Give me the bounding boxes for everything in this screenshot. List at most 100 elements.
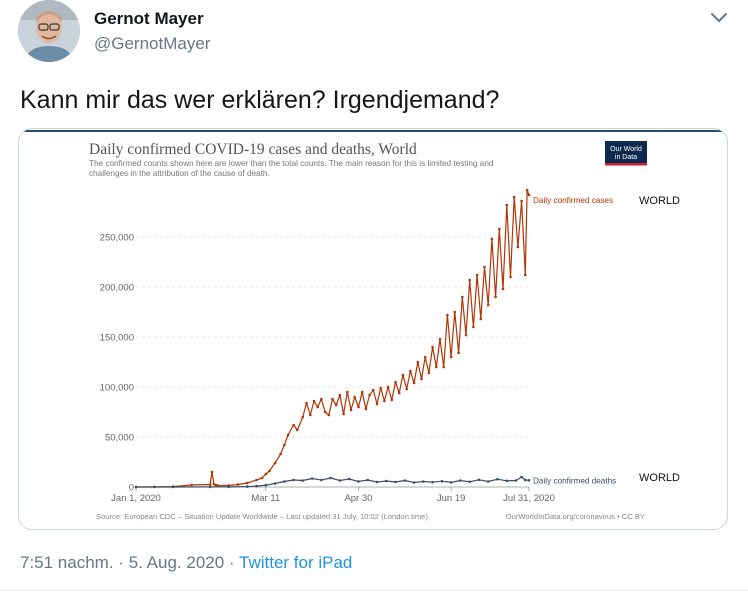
chart-subtitle-line-1: The confirmed counts shown here are lowe… (89, 159, 494, 168)
data-point (527, 479, 531, 482)
author-handle[interactable]: @GernotMayer (94, 34, 211, 53)
world-annotation: WORLD (639, 472, 680, 484)
y-tick-label: 250,000 (100, 233, 134, 244)
data-point (390, 398, 394, 402)
data-point (479, 317, 483, 321)
data-point (477, 478, 481, 482)
y-tick-label: 0 (129, 483, 134, 494)
data-point (490, 237, 494, 241)
x-tick-label: Jan 1, 2020 (111, 493, 161, 504)
data-point (305, 401, 308, 405)
data-point (338, 393, 342, 397)
tweet-source-link[interactable]: Twitter for iPad (239, 553, 353, 572)
data-point (427, 371, 431, 375)
data-point (423, 355, 427, 359)
x-tick-label: Jul 31, 2020 (503, 493, 555, 504)
data-point (509, 275, 512, 279)
data-point (346, 390, 349, 394)
chart-credit: OurWorldInData.org/coronavirus • CC BY (506, 512, 645, 521)
data-point (227, 485, 230, 489)
y-tick-label: 50,000 (105, 433, 134, 444)
data-point (366, 478, 370, 482)
tweet-date[interactable]: 5. Aug. 2020 (128, 553, 225, 572)
data-point (496, 477, 499, 481)
data-point (505, 203, 509, 207)
data-point (512, 195, 516, 199)
author-name[interactable]: Gernot Mayer (94, 9, 204, 28)
data-point (216, 484, 219, 487)
data-point (375, 402, 379, 406)
data-point (524, 478, 527, 482)
data-point (273, 482, 277, 485)
data-point (296, 428, 299, 432)
data-point (468, 278, 472, 282)
data-point (416, 360, 420, 364)
data-point (372, 388, 375, 392)
data-point (420, 377, 423, 381)
data-point (385, 479, 388, 483)
data-point (435, 365, 438, 369)
data-point (520, 475, 523, 479)
data-point (524, 273, 527, 277)
data-point (364, 407, 368, 411)
y-tick-label: 150,000 (100, 333, 134, 344)
data-point (301, 415, 305, 419)
data-point (208, 485, 212, 489)
data-point (464, 333, 468, 337)
data-point (320, 478, 323, 482)
chart-subtitle-line-2: challenges in the attribution of the cau… (89, 169, 270, 178)
data-point (440, 479, 444, 483)
data-point (245, 485, 249, 488)
data-point (236, 483, 240, 486)
data-point (449, 355, 453, 359)
data-point (338, 479, 342, 482)
data-point (329, 476, 332, 480)
world-annotation: WORLD (639, 195, 680, 207)
data-point (468, 480, 472, 484)
data-point (360, 390, 364, 394)
avatar[interactable] (18, 0, 80, 62)
data-point (301, 479, 305, 482)
chevron-down-icon[interactable] (708, 9, 730, 27)
data-point (286, 433, 290, 437)
data-point (273, 461, 277, 465)
data-point (505, 479, 509, 483)
data-point (383, 399, 386, 403)
data-point (472, 325, 475, 329)
data-point (190, 483, 193, 487)
data-point (316, 405, 320, 409)
covid-chart: Daily confirmed COVID-19 cases and death… (19, 130, 727, 521)
data-point (412, 481, 416, 484)
data-point (320, 397, 323, 401)
data-point (438, 337, 442, 341)
y-tick-label: 100,000 (100, 383, 134, 394)
data-point (461, 295, 464, 299)
data-point (375, 480, 379, 484)
data-point (292, 423, 295, 427)
data-point (292, 478, 295, 482)
data-point (171, 485, 175, 489)
data-point (431, 345, 434, 349)
data-point (368, 393, 371, 397)
data-point (457, 351, 460, 355)
data-point (520, 199, 523, 203)
data-point (349, 408, 353, 412)
data-point (323, 410, 327, 414)
data-point (453, 310, 457, 314)
owid-logo: Our World in Data (605, 141, 647, 166)
tweet-media-chart[interactable]: Daily confirmed COVID-19 cases and death… (18, 128, 728, 530)
data-point (403, 479, 407, 482)
avatar-image (18, 0, 80, 62)
data-point (264, 483, 268, 487)
data-point (405, 387, 409, 391)
data-point (422, 480, 425, 483)
data-point (394, 380, 397, 384)
data-point (494, 295, 497, 299)
tweet-time[interactable]: 7:51 nachm. (20, 553, 114, 572)
data-point (309, 413, 312, 417)
data-point (386, 385, 390, 389)
data-point (208, 483, 212, 486)
data-point (449, 481, 453, 484)
data-point (357, 405, 360, 409)
data-point (501, 287, 505, 291)
